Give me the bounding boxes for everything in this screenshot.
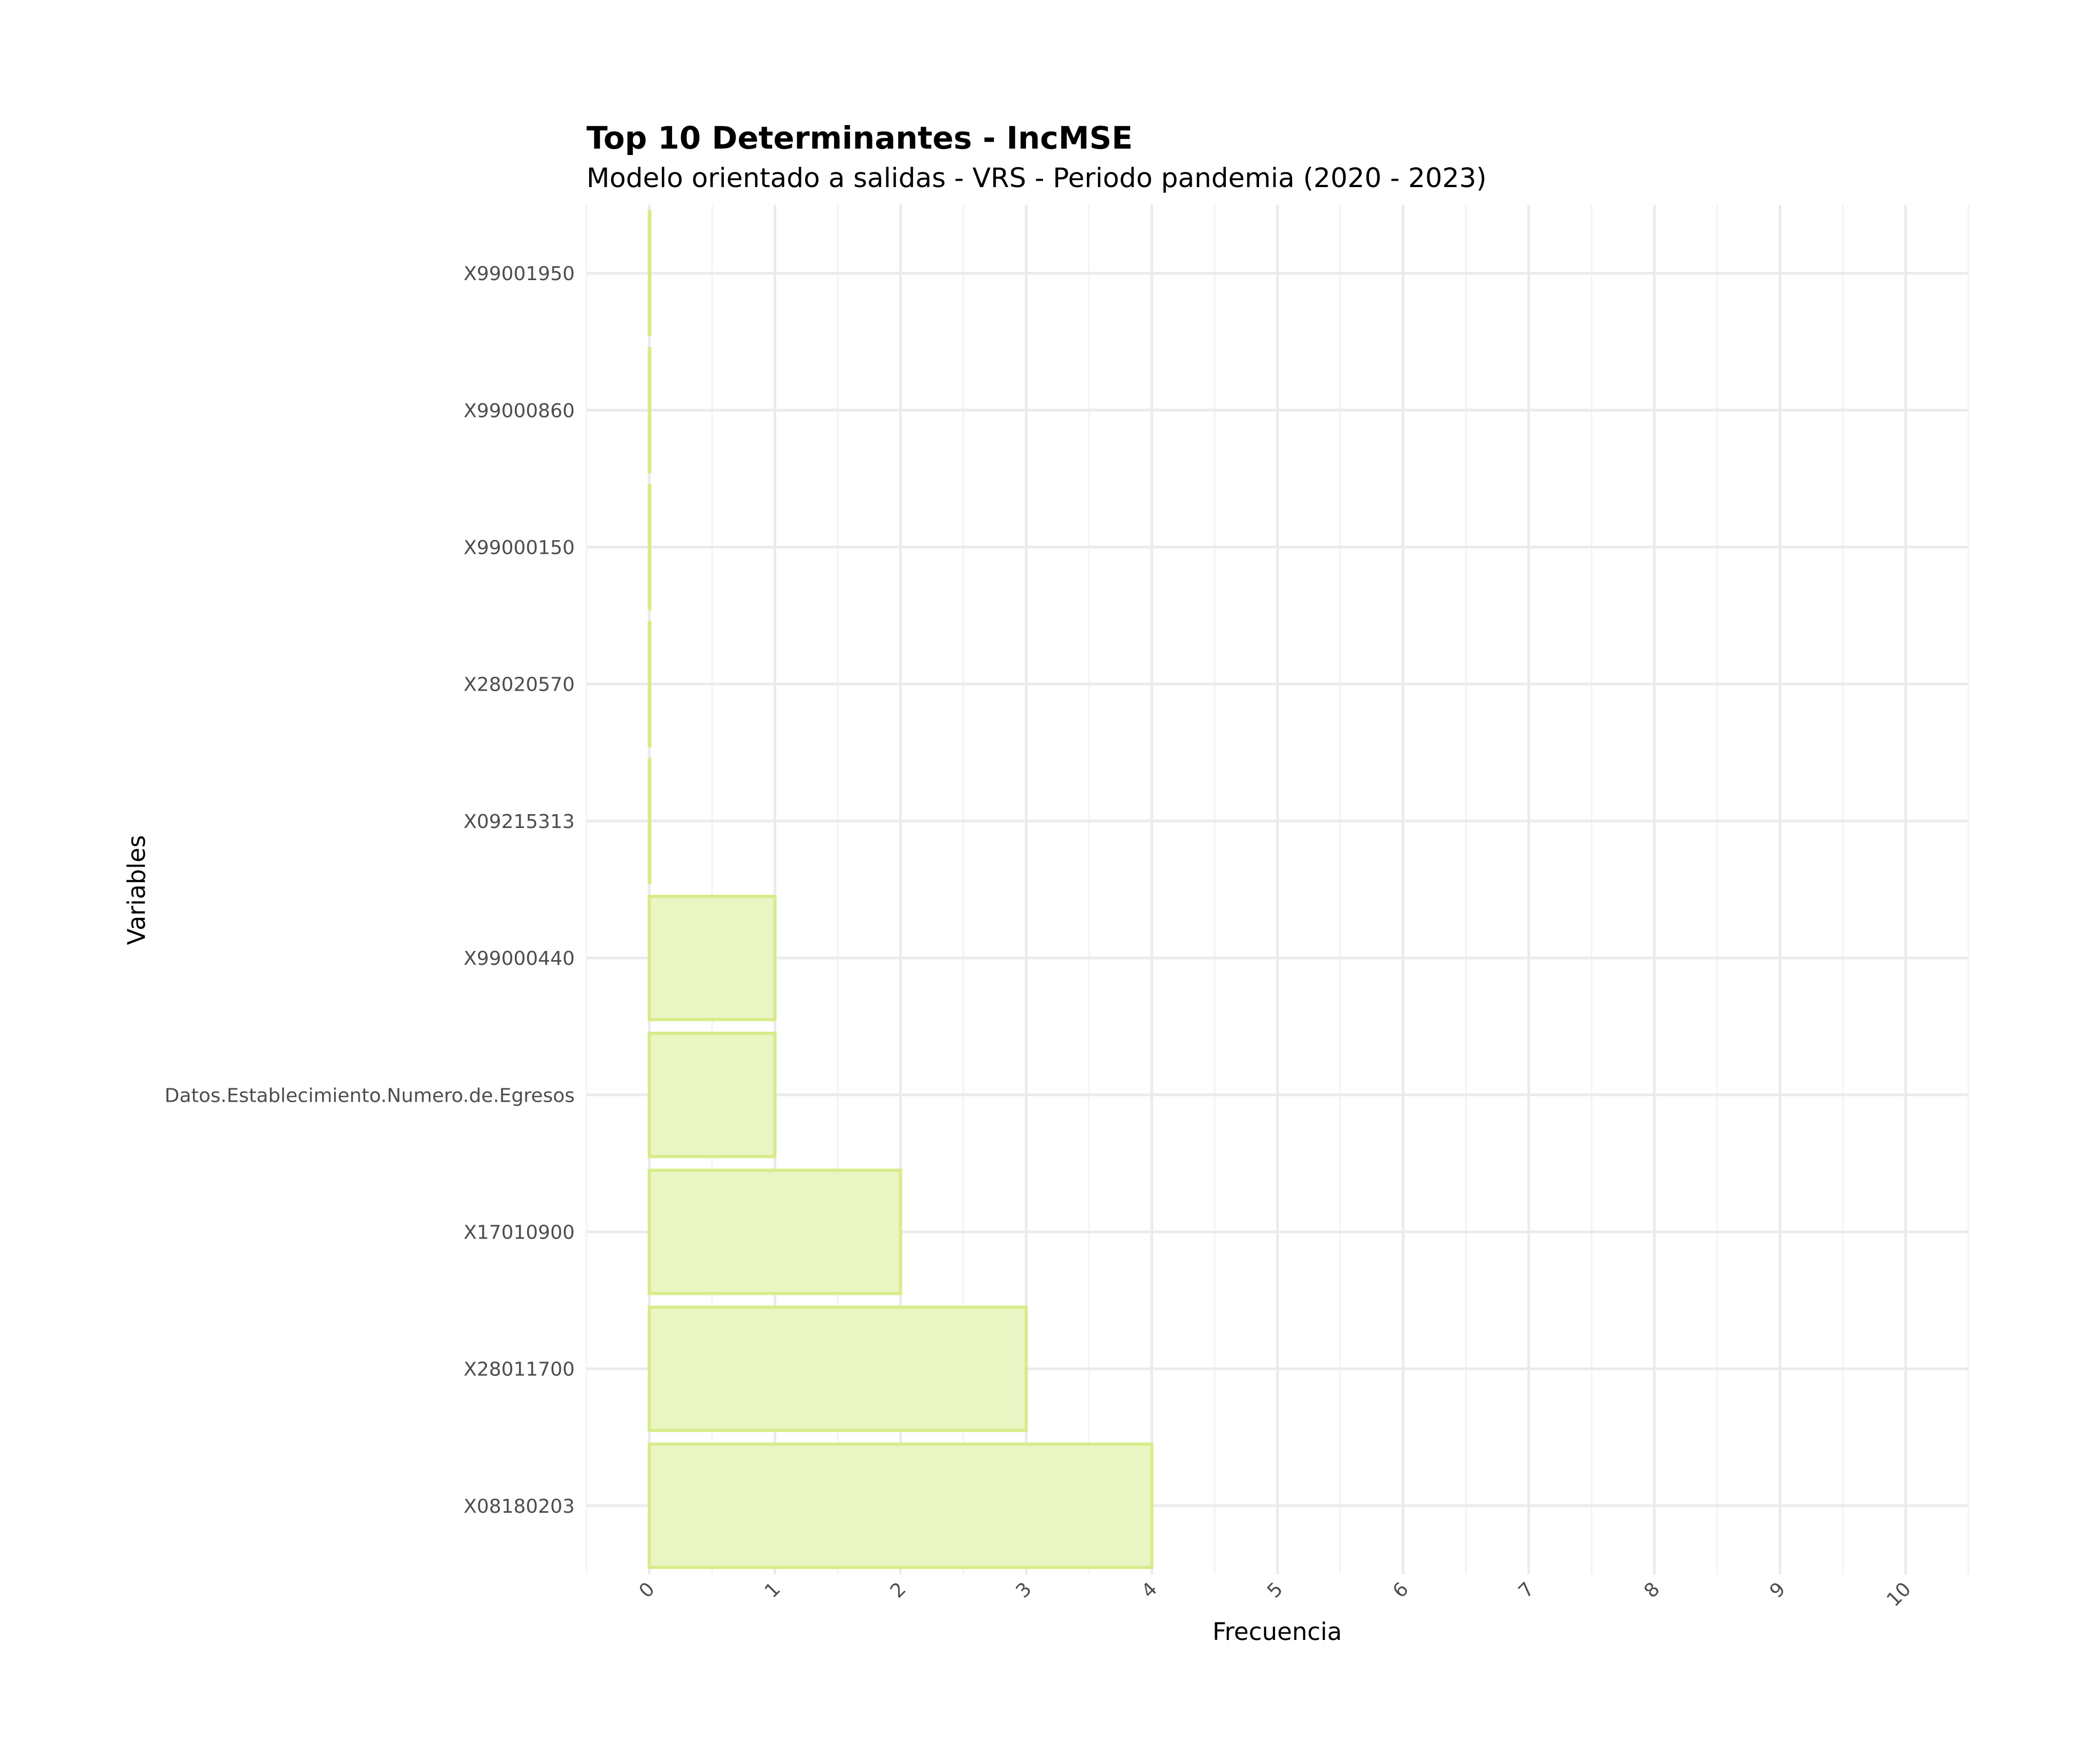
- x-tick-label: 9: [1766, 1578, 1790, 1602]
- x-tick-label: 5: [1263, 1578, 1287, 1602]
- bar: [647, 1442, 1154, 1569]
- y-tick-label: X99000860: [464, 400, 575, 422]
- x-tick-label: 3: [1012, 1578, 1036, 1602]
- x-tick-label: 2: [886, 1578, 910, 1602]
- y-tick-label: X28020570: [464, 674, 575, 696]
- x-tick-label: 1: [761, 1578, 785, 1602]
- y-tick-label: X08180203: [464, 1496, 575, 1518]
- bar: [647, 1169, 902, 1295]
- bar: [647, 1032, 777, 1158]
- bar: [647, 894, 777, 1022]
- y-axis-title: Variables: [122, 835, 151, 945]
- chart-title: Top 10 Determinantes - IncMSE: [586, 120, 1133, 156]
- y-tick-label: X17010900: [464, 1222, 575, 1244]
- y-tick-labels: X99001950 X99000860 X99000150 X28020570 X092…: [165, 263, 575, 1518]
- x-tick-label: 6: [1389, 1578, 1413, 1602]
- x-tick-label: 0: [635, 1578, 659, 1602]
- x-tick-label: 7: [1515, 1578, 1539, 1602]
- x-axis-title: Frecuencia: [1213, 1618, 1342, 1646]
- bars: [647, 210, 1154, 1569]
- bar: [647, 1305, 1028, 1432]
- chart-subtitle: Modelo orientado a salidas - VRS - Perio…: [586, 163, 1487, 194]
- x-tick-label: 10: [1882, 1578, 1915, 1611]
- y-tick-label: Datos.Establecimiento.Numero.de.Egresos: [165, 1085, 575, 1107]
- y-tick-label: X99000150: [464, 537, 575, 559]
- y-tick-label: X28011700: [464, 1359, 575, 1381]
- y-tick-label: X99001950: [464, 263, 575, 285]
- y-tick-label: X99000440: [464, 948, 575, 970]
- x-tick-labels: 0 1 2 3 4 5 6 7 8 9 10: [635, 1578, 1916, 1611]
- x-tick-label: 8: [1640, 1578, 1664, 1602]
- x-tick-label: 4: [1138, 1578, 1162, 1602]
- y-tick-label: X09215313: [464, 811, 575, 833]
